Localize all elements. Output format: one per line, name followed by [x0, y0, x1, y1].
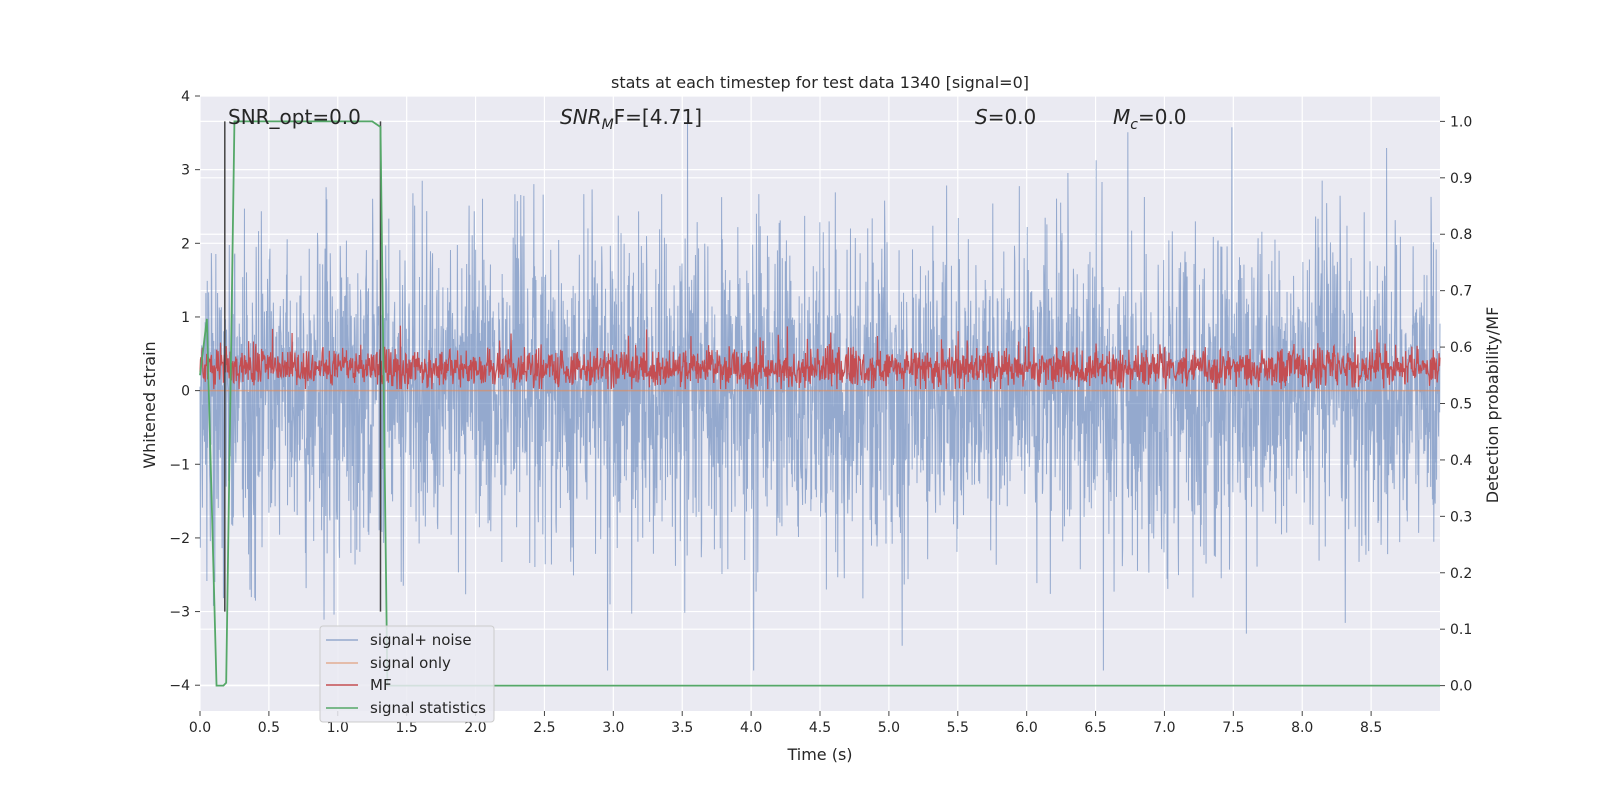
series-mf — [199, 325, 1441, 390]
y-tick-label-left: 1 — [181, 310, 190, 326]
y-tick-label-right: 0.9 — [1450, 171, 1472, 187]
annotation-mc-sub: c — [1130, 117, 1138, 133]
x-tick-label: 1.0 — [327, 720, 349, 736]
y-tick-label-left: −2 — [169, 531, 190, 547]
annotation-mc-main: M — [1113, 105, 1130, 129]
chart-title: stats at each timestep for test data 134… — [611, 73, 1029, 92]
y-tick-label-right: 0.3 — [1450, 509, 1472, 525]
annotation-snr-mf-sub: M — [602, 117, 614, 133]
annotation-s: S=0.0 — [975, 105, 1036, 129]
x-tick-label: 7.5 — [1222, 720, 1244, 736]
annotation-snr-opt: SNR_opt=0.0 — [228, 105, 361, 129]
y-tick-label-left: 0 — [181, 384, 190, 400]
y-axis-label-left: Whitened strain — [140, 341, 159, 468]
legend-label-signal-only: signal only — [370, 654, 451, 672]
x-tick-label: 8.0 — [1291, 720, 1313, 736]
annotation-mc: Mc=0.0 — [1113, 105, 1187, 133]
y-tick-label-left: −4 — [169, 678, 190, 694]
x-tick-label: 7.0 — [1153, 720, 1175, 736]
x-tick-label: 6.5 — [1084, 720, 1106, 736]
x-tick-label: 2.5 — [533, 720, 555, 736]
x-tick-label: 2.0 — [464, 720, 486, 736]
x-axis-label: Time (s) — [786, 745, 852, 764]
x-tick-label: 0.5 — [258, 720, 280, 736]
annotation-s-main: S — [975, 105, 988, 129]
x-tick-label: 5.5 — [947, 720, 969, 736]
y-tick-label-right: 0.8 — [1450, 227, 1472, 243]
annotation-snr-mf-prefix: SNR — [560, 105, 602, 129]
y-tick-label-right: 0.2 — [1450, 566, 1472, 582]
y-tick-label-right: 0.7 — [1450, 284, 1472, 300]
y-tick-label-right: 0.4 — [1450, 453, 1472, 469]
y-tick-label-left: 4 — [181, 89, 190, 105]
legend-label-signal-statistics: signal statistics — [370, 699, 486, 717]
x-tick-label: 4.5 — [809, 720, 831, 736]
y-tick-label-right: 0.0 — [1450, 679, 1472, 695]
x-tick-label: 3.5 — [671, 720, 693, 736]
series-layer — [199, 118, 1441, 687]
x-tick-label: 1.5 — [396, 720, 418, 736]
y-tick-label-left: −1 — [169, 457, 190, 473]
annotation-snr-mf-suffix: F=[4.71] — [614, 105, 702, 129]
annotation-mc-value: =0.0 — [1138, 105, 1187, 129]
legend-label-mf: MF — [370, 676, 392, 694]
y-tick-label-right: 0.6 — [1450, 340, 1472, 356]
x-tick-label: 8.5 — [1360, 720, 1382, 736]
x-tick-label: 5.0 — [878, 720, 900, 736]
axes-layer: 0.0 0.5 1.0 1.5 2.0 2.5 3.0 3.5 4.0 4.5 5.0 5.5 6.0 6… — [169, 89, 1472, 736]
annotation-s-value: =0.0 — [988, 105, 1037, 129]
x-tick-label: 3.0 — [602, 720, 624, 736]
legend: signal+ noise signal only MF signal stat… — [319, 625, 495, 723]
x-tick-label: 0.0 — [189, 720, 211, 736]
y-tick-label-right: 0.5 — [1450, 397, 1472, 413]
x-tick-label: 6.0 — [1016, 720, 1038, 736]
y-axis-label-right: Detection probability/MF — [1483, 307, 1502, 504]
y-tick-label-right: 1.0 — [1450, 114, 1472, 130]
legend-box — [319, 625, 495, 723]
y-tick-label-left: −3 — [169, 605, 190, 621]
legend-label-signal-noise: signal+ noise — [370, 631, 472, 649]
y-tick-label-left: 3 — [181, 163, 190, 179]
y-tick-label-right: 0.1 — [1450, 622, 1472, 638]
x-tick-label: 4.0 — [740, 720, 762, 736]
annotation-snr-mf: SNRMF=[4.71] — [560, 105, 702, 133]
y-tick-label-left: 2 — [181, 236, 190, 252]
